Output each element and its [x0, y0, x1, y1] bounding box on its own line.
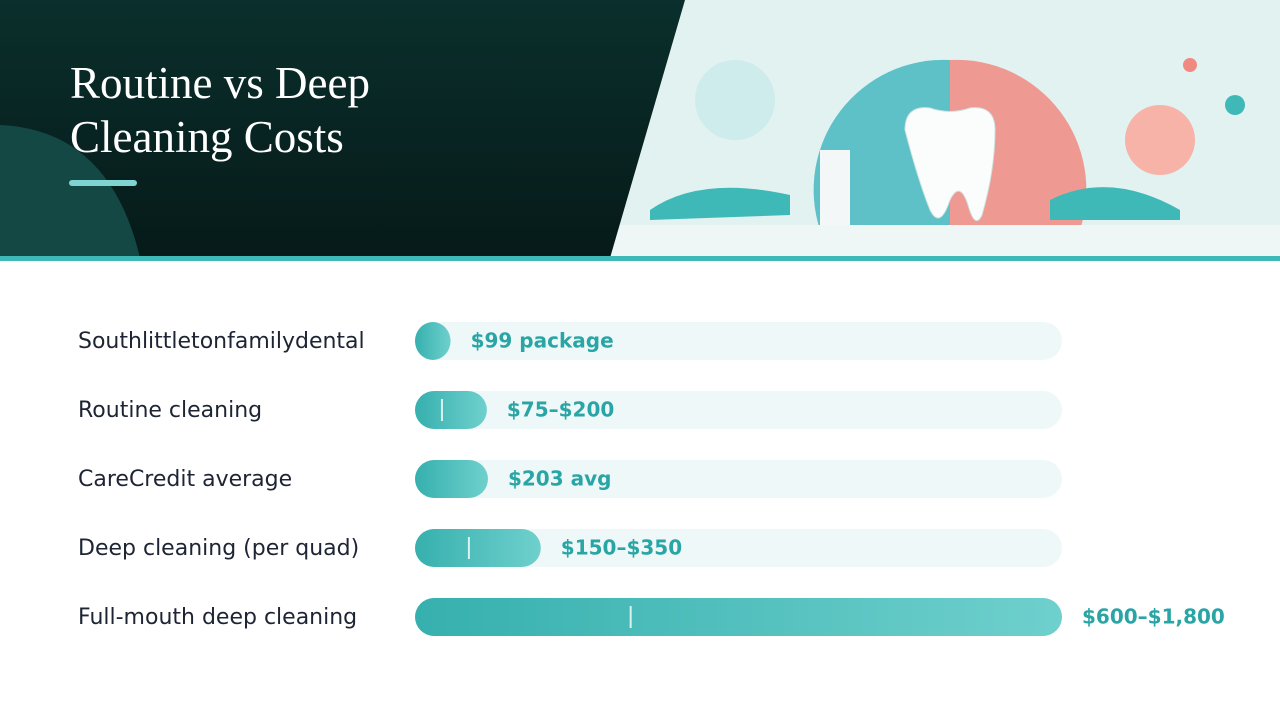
value-label: $75–$200 [507, 398, 614, 422]
plot: Southlittletonfamilydental $99 package Rou… [78, 322, 1225, 636]
value-label: $203 avg [508, 467, 611, 491]
chart-title: Routine vs Deep Cleaning Costs [70, 58, 370, 162]
value-label: $99 package [471, 329, 614, 353]
bar [415, 529, 541, 567]
bar [415, 322, 451, 360]
bar [415, 460, 488, 498]
header-panel [0, 0, 685, 258]
category-label: Routine cleaning [78, 398, 262, 423]
bar-track [415, 391, 1062, 429]
category-label: CareCredit average [78, 467, 292, 492]
bar-track [415, 322, 1062, 360]
bar [415, 598, 1062, 636]
illustration [600, 0, 1280, 258]
bar [415, 391, 487, 429]
title-underline [69, 180, 137, 186]
bar-track [415, 460, 1062, 498]
category-label: Deep cleaning (per quad) [78, 536, 359, 561]
value-label: $150–$350 [561, 536, 682, 560]
category-label: Full-mouth deep cleaning [78, 605, 357, 630]
value-label: $600–$1,800 [1082, 605, 1225, 629]
category-label: Southlittletonfamilydental [78, 329, 365, 354]
bar-track [415, 529, 1062, 567]
header-decor [0, 125, 140, 258]
header-rule [0, 256, 1280, 261]
